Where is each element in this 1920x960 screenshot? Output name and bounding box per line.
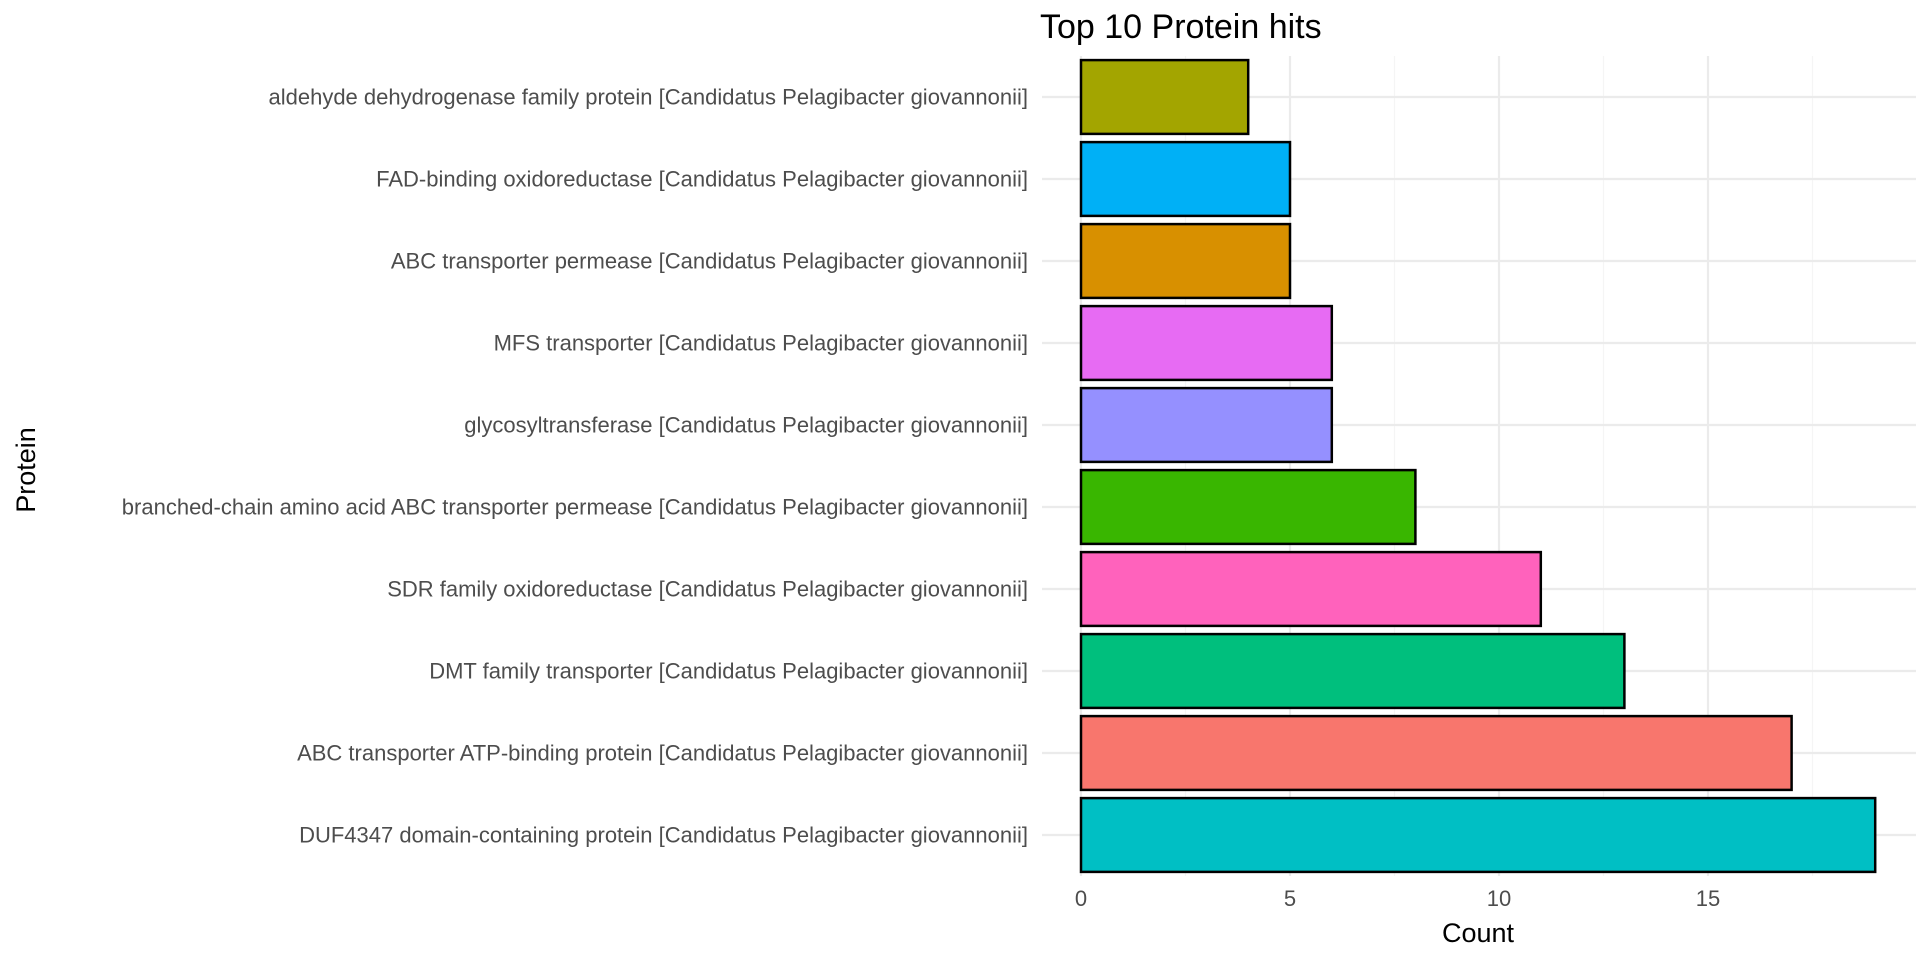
y-tick-label: FAD-binding oxidoreductase [Candidatus P… bbox=[376, 167, 1028, 192]
y-tick-label: SDR family oxidoreductase [Candidatus Pe… bbox=[387, 577, 1028, 602]
x-tick-labels: 0 5 10 15 bbox=[1075, 886, 1720, 911]
x-tick-label: 15 bbox=[1696, 886, 1720, 911]
x-axis-title: Count bbox=[1442, 918, 1515, 948]
bar bbox=[1079, 714, 1793, 792]
bar bbox=[1079, 58, 1250, 136]
bar bbox=[1079, 140, 1292, 218]
bar bbox=[1079, 468, 1417, 546]
bar bbox=[1079, 632, 1626, 710]
y-tick-label: DUF4347 domain-containing protein [Candi… bbox=[299, 823, 1028, 848]
y-axis-title: Protein bbox=[11, 427, 41, 513]
x-tick-label: 0 bbox=[1075, 886, 1087, 911]
y-tick-labels: aldehyde dehydrogenase family protein [C… bbox=[122, 85, 1028, 848]
x-tick-label: 10 bbox=[1487, 886, 1511, 911]
y-tick-label: MFS transporter [Candidatus Pelagibacter… bbox=[494, 331, 1028, 356]
bar bbox=[1079, 304, 1334, 382]
y-tick-label: aldehyde dehydrogenase family protein [C… bbox=[268, 85, 1028, 110]
bars bbox=[1079, 58, 1877, 874]
bar bbox=[1079, 386, 1334, 464]
y-tick-label: ABC transporter permease [Candidatus Pel… bbox=[391, 249, 1028, 274]
y-tick-label: glycosyltransferase [Candidatus Pelagiba… bbox=[464, 413, 1028, 438]
bar bbox=[1079, 550, 1543, 628]
y-tick-label: branched-chain amino acid ABC transporte… bbox=[122, 495, 1028, 520]
x-tick-label: 5 bbox=[1284, 886, 1296, 911]
bar bbox=[1079, 796, 1877, 874]
chart-title: Top 10 Protein hits bbox=[1040, 8, 1322, 46]
y-tick-label: DMT family transporter [Candidatus Pelag… bbox=[429, 659, 1028, 684]
y-tick-label: ABC transporter ATP-binding protein [Can… bbox=[297, 741, 1028, 766]
bar bbox=[1079, 222, 1292, 300]
